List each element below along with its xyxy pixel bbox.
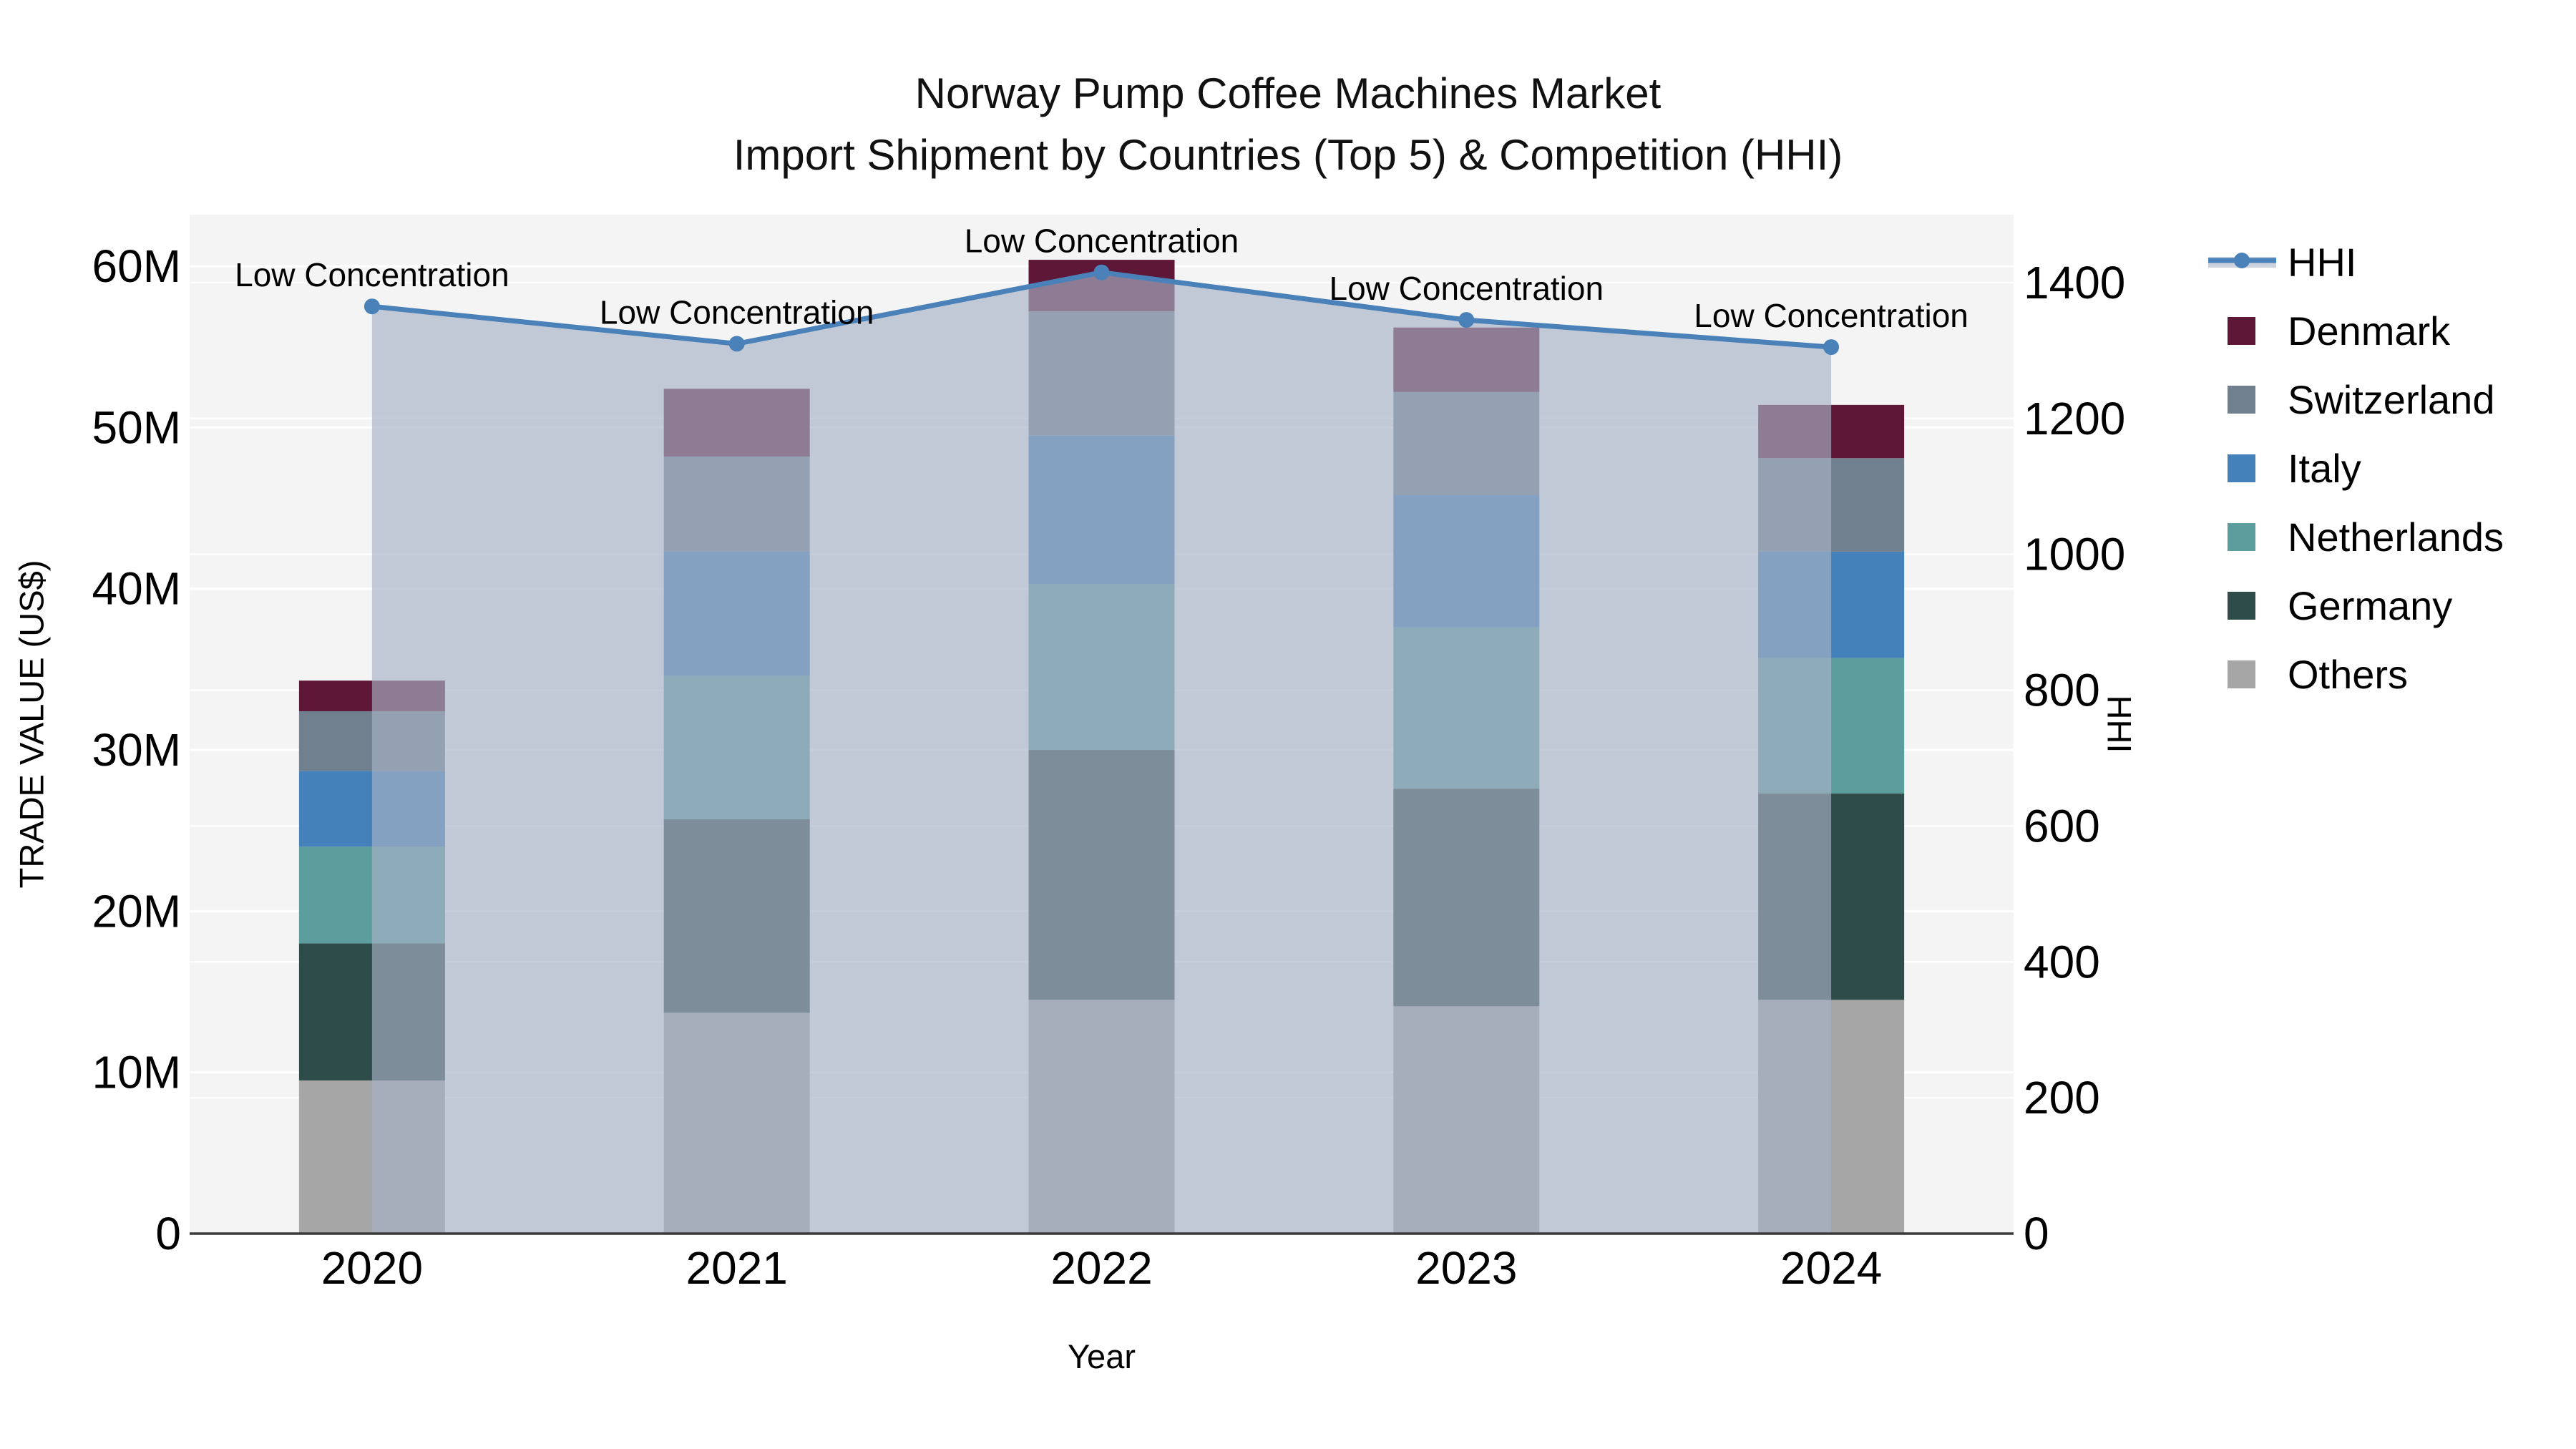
annotation-low-concentration: Low Concentration [1330, 270, 1604, 307]
hhi-marker-2020 [364, 298, 380, 315]
color-swatch [2228, 454, 2255, 482]
legend-label: Others [2288, 651, 2409, 697]
x-tick-label: 2020 [321, 1242, 423, 1294]
y-tick-label-left: 50M [92, 401, 182, 453]
legend-item-netherlands: Netherlands [2208, 502, 2504, 571]
y-tick-label-right: 800 [2024, 665, 2100, 716]
chart-title-line1: Norway Pump Coffee Machines Market [914, 69, 1662, 117]
legend-swatch-icon [2208, 385, 2288, 414]
y-tick-label-left: 0 [155, 1208, 181, 1259]
x-tick-label: 2023 [1415, 1242, 1517, 1294]
x-tick-label: 2022 [1050, 1242, 1152, 1294]
annotation-low-concentration: Low Concentration [600, 293, 874, 331]
y-axis-title-left: TRADE VALUE (US$) [12, 560, 51, 889]
y-axis-title-right: HHI [2100, 695, 2139, 753]
legend-item-italy: Italy [2208, 434, 2504, 502]
y-tick-label-left: 20M [92, 885, 182, 937]
legend-label: Switzerland [2288, 376, 2495, 422]
y-tick-label-left: 60M [92, 240, 182, 292]
y-tick-label-right: 600 [2024, 800, 2100, 852]
legend-item-others: Others [2208, 640, 2504, 708]
legend-label: Netherlands [2288, 514, 2504, 560]
legend: HHI Denmark Switzerland Italy Netherlands Ger… [2208, 228, 2504, 708]
hhi-marker-2022 [1093, 264, 1110, 280]
hhi-marker-2023 [1458, 312, 1475, 328]
legend-item-hhi: HHI [2208, 228, 2504, 296]
hhi-marker-2021 [728, 336, 745, 352]
color-swatch [2228, 316, 2255, 345]
color-swatch [2228, 591, 2255, 620]
legend-label: Italy [2288, 445, 2361, 491]
legend-item-denmark: Denmark [2208, 296, 2504, 365]
y-tick-label-right: 200 [2024, 1072, 2100, 1123]
hhi-line-swatch-icon [2208, 246, 2288, 278]
annotation-low-concentration: Low Concentration [235, 256, 509, 293]
y-tick-label-left: 40M [92, 563, 182, 615]
legend-swatch-icon [2208, 316, 2288, 345]
legend-label: Germany [2288, 582, 2453, 628]
chart-title-line2: Import Shipment by Countries (Top 5) & C… [733, 131, 1843, 179]
legend-item-germany: Germany [2208, 571, 2504, 640]
y-tick-label-right: 400 [2024, 936, 2100, 987]
y-tick-label-right: 1000 [2024, 529, 2125, 580]
hhi-marker-2024 [1823, 339, 1840, 356]
x-axis-title: Year [1068, 1337, 1136, 1375]
color-swatch [2228, 522, 2255, 551]
y-tick-label-left: 10M [92, 1047, 182, 1098]
legend-item-switzerland: Switzerland [2208, 365, 2504, 434]
annotation-low-concentration: Low Concentration [965, 223, 1239, 260]
hhi-area-fill [371, 272, 1832, 1234]
x-tick-label: 2021 [686, 1242, 788, 1294]
legend-label: Denmark [2288, 308, 2451, 353]
legend-swatch-icon [2208, 660, 2288, 688]
legend-swatch-icon [2208, 454, 2288, 482]
legend-swatch-icon [2208, 522, 2288, 551]
y-tick-label-right: 1400 [2024, 257, 2125, 308]
y-tick-label-left: 30M [92, 724, 182, 776]
color-swatch [2228, 660, 2255, 688]
chart-title: Norway Pump Coffee Machines Market Impor… [0, 63, 2576, 186]
x-tick-label: 2024 [1780, 1242, 1882, 1294]
legend-swatch-icon [2208, 591, 2288, 620]
y-tick-label-right: 1200 [2024, 393, 2125, 444]
color-swatch [2228, 385, 2255, 414]
legend-label: HHI [2288, 239, 2357, 285]
annotation-low-concentration: Low Concentration [1694, 297, 1968, 334]
y-tick-label-right: 0 [2024, 1208, 2049, 1259]
